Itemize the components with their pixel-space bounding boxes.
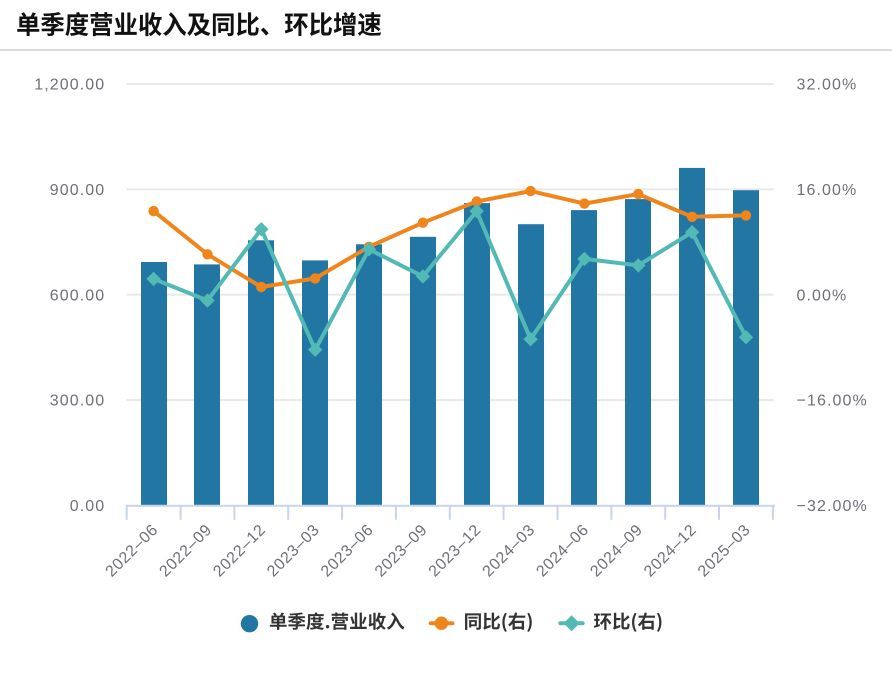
svg-text:300.00: 300.00 — [50, 393, 106, 410]
svg-text:32.00%: 32.00% — [797, 77, 858, 94]
svg-text:600.00: 600.00 — [50, 287, 106, 304]
svg-text:−32.00%: −32.00% — [797, 498, 868, 515]
svg-text:1,200.00: 1,200.00 — [34, 77, 105, 94]
svg-text:16.00%: 16.00% — [797, 182, 858, 199]
svg-text:−16.00%: −16.00% — [797, 393, 868, 410]
svg-text:0.00: 0.00 — [70, 498, 106, 515]
svg-text:900.00: 900.00 — [50, 182, 106, 199]
svg-text:0.00%: 0.00% — [797, 287, 848, 304]
